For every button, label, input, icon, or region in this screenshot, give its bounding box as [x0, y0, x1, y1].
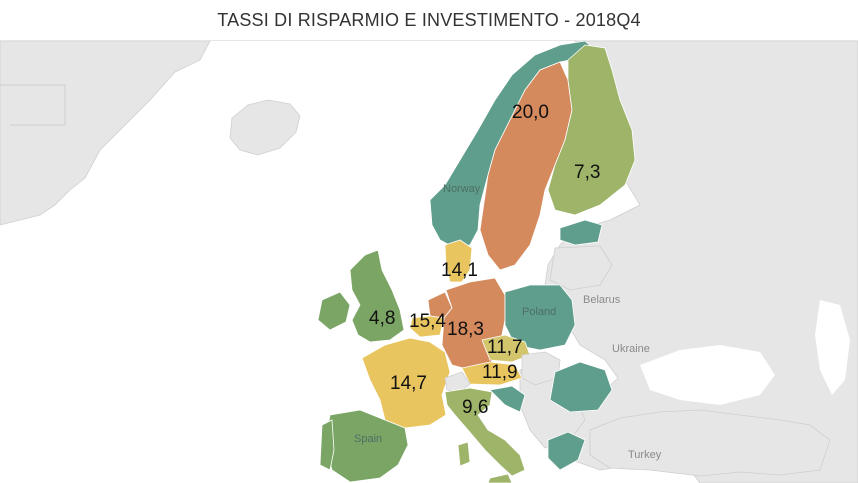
value-sweden: 20,0 — [512, 102, 549, 123]
greece-region[interactable] — [547, 431, 586, 471]
chart-title: TASSI DI RISPARMIO E INVESTIMENTO - 2018… — [217, 9, 641, 30]
ireland-region[interactable] — [317, 291, 351, 331]
iceland-land — [229, 99, 301, 156]
title-bar: TASSI DI RISPARMIO E INVESTIMENTO - 2018… — [0, 0, 858, 40]
map-area[interactable]: Norway Belarus Poland Ukraine Spain Turk… — [0, 41, 858, 483]
label-ukraine: Ukraine — [612, 343, 650, 355]
title-divider — [0, 40, 858, 41]
value-czechia: 11,7 — [487, 337, 523, 358]
value-denmark: 14,1 — [441, 260, 478, 281]
finland-region[interactable] — [547, 44, 636, 216]
black-sea — [640, 345, 775, 405]
label-belarus: Belarus — [583, 294, 621, 306]
denmark-region[interactable] — [444, 239, 473, 283]
baltics-land — [549, 245, 613, 291]
label-poland: Poland — [522, 306, 556, 318]
croatia-region[interactable] — [489, 385, 526, 413]
europe-map[interactable]: Norway Belarus Poland Ukraine Spain Turk… — [0, 41, 858, 483]
portugal-region[interactable] — [319, 419, 335, 471]
value-france: 14,7 — [390, 373, 427, 394]
caspian-sea — [815, 300, 850, 395]
value-italy: 9,6 — [462, 397, 488, 418]
sardinia-region[interactable] — [457, 441, 471, 467]
turkey-land — [589, 409, 831, 477]
greenland-border — [0, 84, 66, 126]
estonia-region[interactable] — [559, 219, 603, 246]
label-turkey: Turkey — [628, 449, 662, 461]
switzerland-land — [444, 371, 471, 393]
value-germany: 18,3 — [447, 319, 484, 340]
greenland-land — [0, 41, 211, 226]
italy-region[interactable] — [444, 387, 526, 477]
value-belgium: 15,4 — [409, 311, 446, 332]
value-austria: 11,9 — [482, 362, 518, 383]
france-region[interactable] — [361, 337, 451, 429]
label-norway: Norway — [443, 183, 481, 195]
belgium-region[interactable] — [409, 315, 445, 338]
uk-region[interactable] — [349, 249, 405, 343]
value-finland: 7,3 — [574, 162, 600, 183]
poland-region[interactable] — [504, 284, 576, 351]
value-uk: 4,8 — [369, 308, 395, 329]
romania-region[interactable] — [549, 361, 613, 413]
sicily-region[interactable] — [487, 473, 513, 483]
label-spain: Spain — [354, 433, 382, 445]
